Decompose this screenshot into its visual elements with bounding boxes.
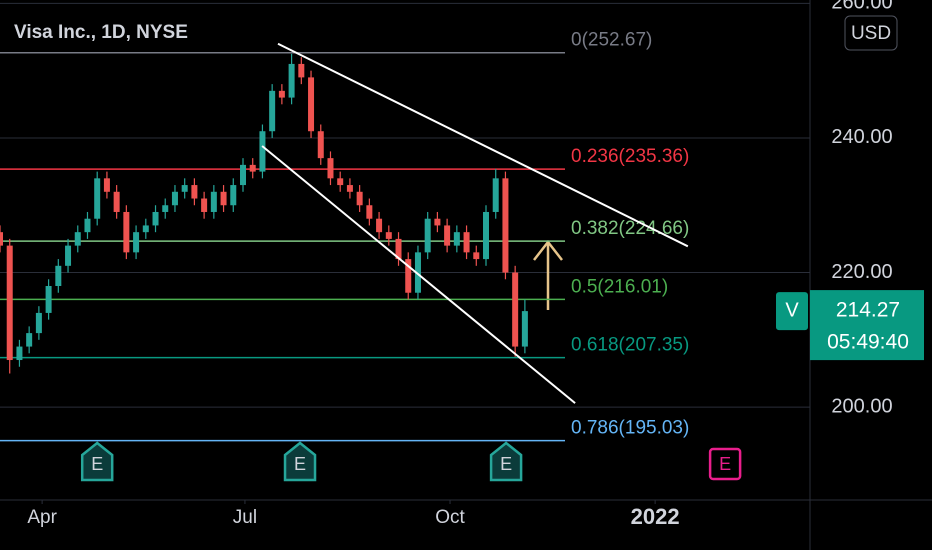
candle-body xyxy=(133,232,140,253)
earnings-marker[interactable]: E xyxy=(708,447,742,481)
x-tick-label: Apr xyxy=(27,507,57,528)
candle-body xyxy=(444,225,451,246)
earnings-box xyxy=(80,441,114,482)
earnings-box xyxy=(283,441,317,482)
candle-body xyxy=(35,312,42,334)
candle-body xyxy=(502,178,509,273)
earnings-marker[interactable]: E xyxy=(80,441,114,482)
candle-body xyxy=(249,164,256,172)
candle-body xyxy=(123,211,130,253)
candle-body xyxy=(113,191,120,212)
y-tick-label: 220.00 xyxy=(831,261,892,283)
candle-body xyxy=(191,185,198,199)
candle-body xyxy=(220,191,227,206)
currency[interactable]: USD xyxy=(851,23,891,44)
earnings-marker[interactable]: E xyxy=(489,441,523,482)
candle-body xyxy=(45,286,52,313)
candle-body xyxy=(337,178,344,186)
candle-body xyxy=(483,211,489,260)
candle-body xyxy=(414,252,421,293)
candle-body xyxy=(453,232,460,246)
candle-body xyxy=(395,238,402,260)
candle-body xyxy=(26,333,33,347)
candle-body xyxy=(521,311,528,347)
candle-body xyxy=(16,346,23,361)
fib-label: 0.236(235.36) xyxy=(571,146,689,167)
chart-title: Visa Inc., 1D, NYSE xyxy=(14,22,188,43)
x-tick-label: 2022 xyxy=(631,504,680,529)
earnings-label: E xyxy=(294,454,306,474)
x-tick-label: Oct xyxy=(435,507,465,528)
trend-line xyxy=(261,145,576,404)
currency-box[interactable] xyxy=(844,15,898,51)
ticker: V xyxy=(785,299,799,321)
last-price: 214.27 xyxy=(836,299,900,322)
candle-body xyxy=(152,211,159,226)
fib-label: 0.382(224.66) xyxy=(571,218,689,239)
candle-body xyxy=(171,191,178,206)
candle-body xyxy=(298,63,305,78)
candle-body xyxy=(288,63,295,98)
candle-body xyxy=(103,178,110,192)
candle-body xyxy=(376,218,383,233)
countdown: 05:49:40 xyxy=(827,331,909,354)
candle-body xyxy=(181,185,188,192)
candle-body xyxy=(317,131,324,159)
candle-body xyxy=(473,252,480,260)
candle-body xyxy=(259,131,266,172)
fib-label: 0.5(216.01) xyxy=(571,276,668,297)
candle-body xyxy=(366,205,373,219)
y-tick-label: 260.00 xyxy=(831,0,892,14)
candle-body xyxy=(385,232,392,239)
candle-body xyxy=(308,77,315,132)
candle-body xyxy=(210,191,217,212)
candle-body xyxy=(327,158,334,179)
fib-label: 0.618(207.35) xyxy=(571,335,689,356)
candle-body xyxy=(269,90,276,132)
candle-body xyxy=(424,218,431,253)
candle-body xyxy=(55,265,62,287)
earnings-label: E xyxy=(719,454,731,474)
candle-body xyxy=(278,90,285,98)
candle-body xyxy=(162,205,169,212)
fib-label: 0(252.67) xyxy=(571,30,652,51)
candle-body xyxy=(512,272,519,347)
price-tag xyxy=(810,290,924,361)
candle-body xyxy=(240,164,246,186)
candle-body xyxy=(463,232,470,253)
candle-body xyxy=(434,218,441,226)
earnings-marker[interactable]: E xyxy=(283,441,317,482)
candle-body xyxy=(0,232,3,246)
candle-body xyxy=(356,191,363,206)
earnings-label: E xyxy=(91,454,103,474)
fib-label: 0.786(195.03) xyxy=(571,418,689,439)
candle-body xyxy=(74,232,81,246)
earnings-label: E xyxy=(500,454,512,474)
trend-line xyxy=(277,42,689,248)
candle-body xyxy=(230,185,237,206)
candle-body xyxy=(6,245,13,361)
candle-body xyxy=(142,225,149,233)
candle-body xyxy=(94,178,101,219)
earnings-box xyxy=(489,441,523,482)
y-tick-label: 200.00 xyxy=(831,395,892,417)
candle-body xyxy=(346,185,353,192)
candle-body xyxy=(65,245,72,266)
candle-body xyxy=(405,259,412,293)
candle-body xyxy=(201,198,208,212)
ticker-box xyxy=(776,292,808,331)
earnings-box xyxy=(708,447,742,481)
x-tick-label: Jul xyxy=(233,507,257,528)
candle-body xyxy=(492,178,499,212)
candle-body xyxy=(84,218,91,233)
y-tick-label: 240.00 xyxy=(831,126,892,148)
